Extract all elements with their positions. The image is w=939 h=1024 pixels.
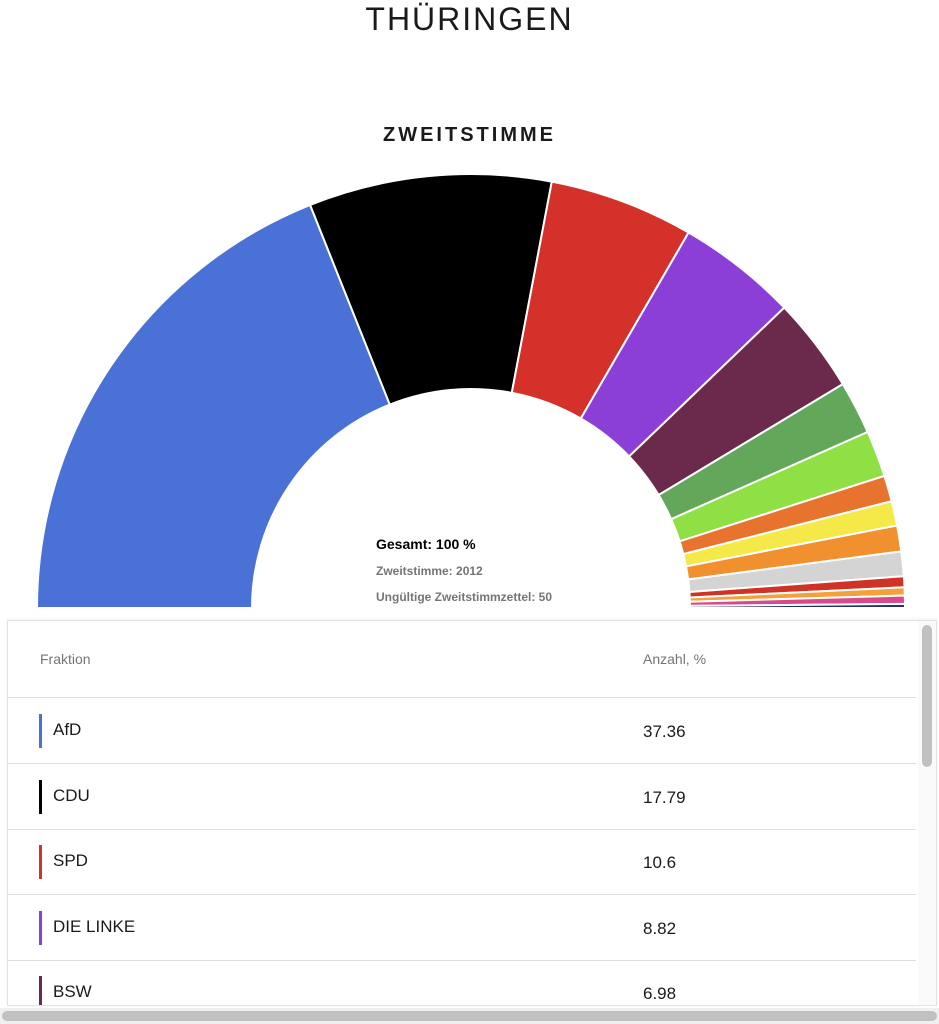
party-name: SPD [53,851,88,870]
results-table: Fraktion Anzahl, % AfD 37.36 CDU 17.79 SPD 10… [7,620,937,1006]
table-row[interactable]: AfD 37.36 [8,698,916,764]
party-name: DIE LINKE [53,916,136,936]
party-color-swatch [39,845,42,879]
party-share: 37.36 [643,722,686,741]
party-share: 8.82 [643,918,677,938]
party-share: 17.79 [643,787,686,807]
chart-slice-afd[interactable] [35,203,392,609]
party-name: CDU [53,785,90,805]
votes-label: Zweitstimme: 2012 [376,564,483,578]
horizontal-scrollbar[interactable] [0,1008,939,1024]
scrollbar-thumb[interactable] [922,625,932,767]
invalid-votes-label: Ungültige Zweitstimmzettel: 50 [376,590,553,604]
party-share: 10.6 [643,853,677,872]
party-color-swatch [39,779,42,814]
half-donut-chart [35,173,907,609]
chart-center-info: Gesamt: 100 % Zweitstimme: 2012 Ungültig… [376,536,552,604]
table-row[interactable]: BSW 6.98 [8,960,916,1005]
party-color-swatch [39,910,42,945]
party-name: AfD [53,720,82,739]
horizontal-scrollbar-thumb[interactable] [2,1011,937,1021]
column-header-share[interactable]: Anzahl, % [643,651,707,667]
party-share: 6.98 [643,984,677,1003]
column-header-party[interactable]: Fraktion [40,651,91,667]
vertical-scrollbar[interactable] [918,621,936,1005]
page-title: THÜRINGEN [365,1,574,37]
table-header: Fraktion Anzahl, % [8,621,916,698]
table-row[interactable]: SPD 10.6 [8,829,916,895]
table-row[interactable]: CDU 17.79 [8,764,916,830]
chart-title: ZWEITSTIMME [383,124,556,146]
party-color-swatch [39,714,42,748]
chart-slice-14[interactable] [688,602,907,609]
party-color-swatch [39,976,42,1005]
table-row[interactable]: DIE LINKE 8.82 [8,895,916,961]
total-label: Gesamt: 100 % [376,536,476,552]
party-name: BSW [53,982,92,1001]
